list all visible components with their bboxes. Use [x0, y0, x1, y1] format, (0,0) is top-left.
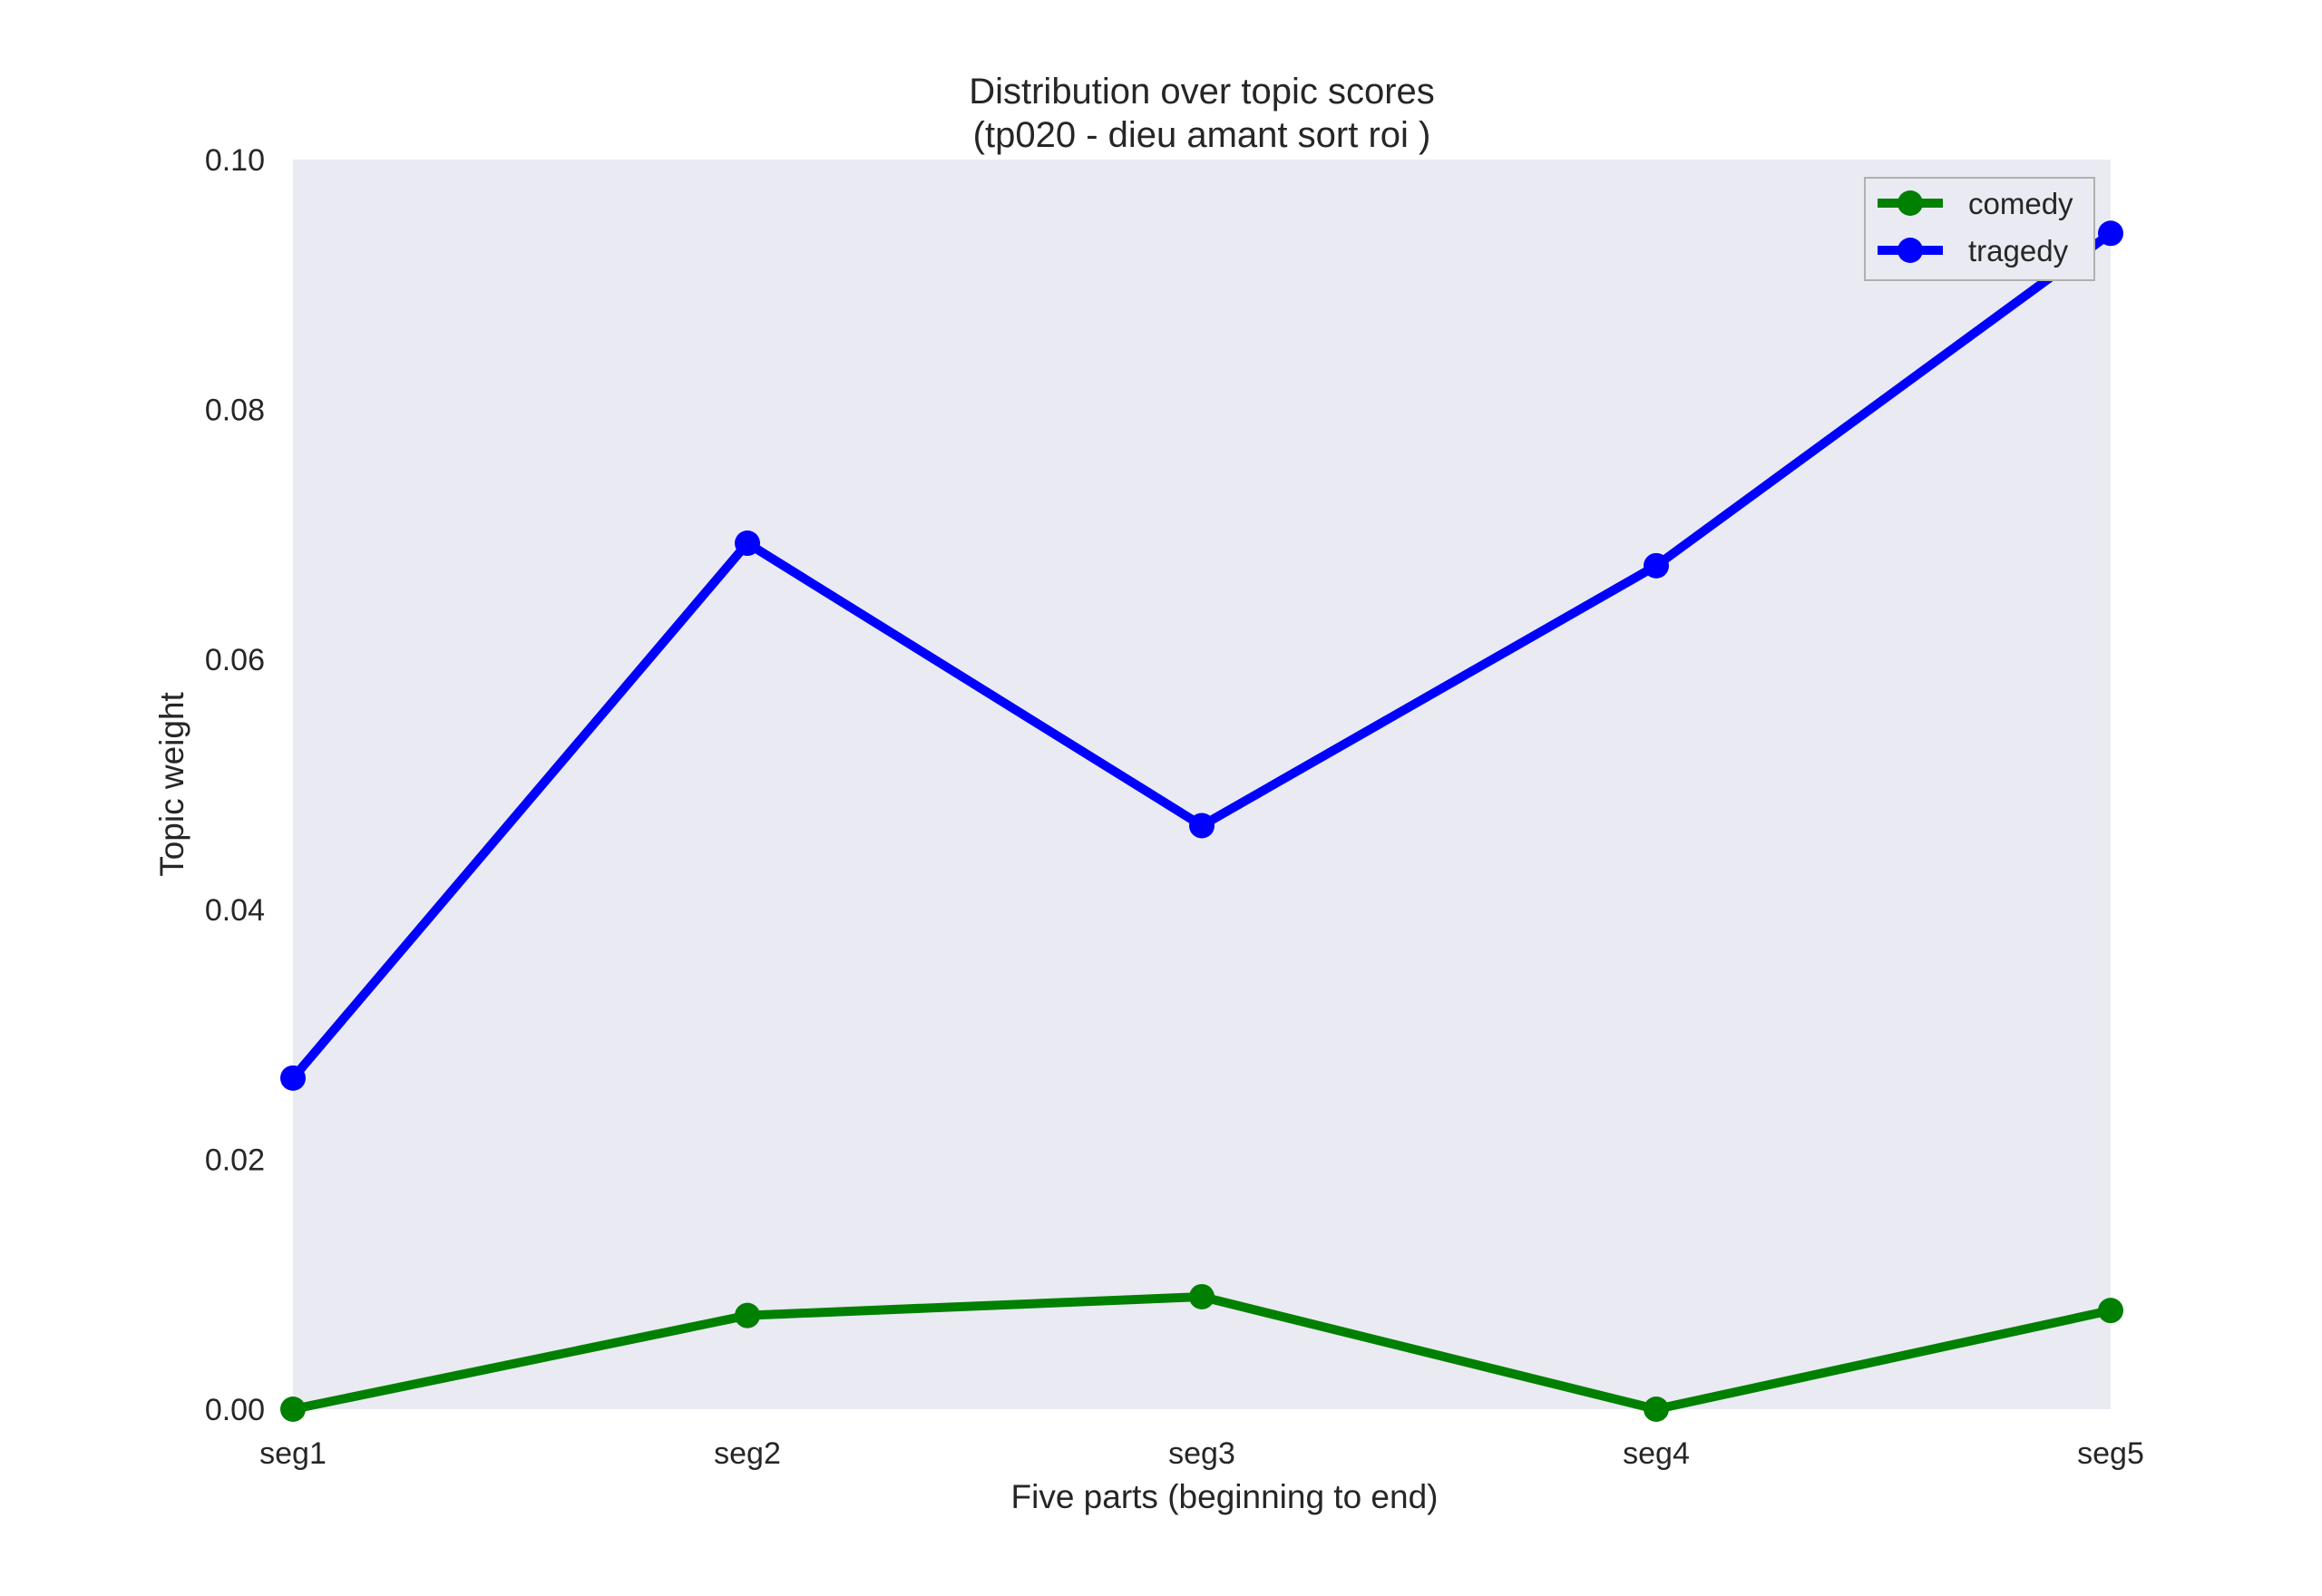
legend-marker-tragedy — [1898, 238, 1923, 263]
chart-subtitle: (tp020 - dieu amant sort roi ) — [973, 115, 1431, 155]
y-axis-label: Topic weight — [153, 691, 190, 876]
x-tick-label: seg1 — [259, 1436, 327, 1471]
plot-lines — [280, 220, 2123, 1422]
data-point-comedy — [735, 1302, 760, 1328]
y-tick-label: 0.04 — [205, 893, 265, 928]
data-point-comedy — [1644, 1396, 1669, 1422]
y-tick-label: 0.08 — [205, 394, 265, 428]
data-point-comedy — [280, 1396, 306, 1422]
x-tick-label: seg2 — [714, 1436, 781, 1471]
chart-title: Distribution over topic scores — [969, 72, 1435, 112]
data-point-comedy — [1189, 1283, 1215, 1309]
x-axis-label: Five parts (beginning to end) — [1011, 1478, 1439, 1515]
y-tick-label: 0.00 — [205, 1393, 265, 1427]
legend: comedy tragedy — [1864, 177, 2095, 281]
data-point-tragedy — [280, 1065, 306, 1091]
data-point-tragedy — [1189, 813, 1215, 839]
x-tick-label: seg5 — [2077, 1436, 2144, 1471]
y-tick-labels: 0.00 0.02 0.04 0.06 0.08 0.10 — [205, 143, 265, 1427]
legend-label-comedy: comedy — [1968, 187, 2073, 220]
data-point-tragedy — [735, 530, 760, 557]
y-tick-label: 0.10 — [205, 143, 265, 178]
x-tick-label: seg4 — [1623, 1436, 1690, 1471]
y-tick-label: 0.06 — [205, 643, 265, 677]
legend-entries: comedy tragedy — [1878, 187, 2073, 268]
y-tick-label: 0.02 — [205, 1143, 265, 1177]
data-point-comedy — [2098, 1298, 2123, 1324]
legend-label-tragedy: tragedy — [1968, 234, 2069, 268]
data-point-tragedy — [1644, 552, 1669, 579]
x-tick-labels: seg1 seg2 seg3 seg4 seg5 — [259, 1436, 2144, 1471]
legend-marker-comedy — [1898, 190, 1923, 216]
data-point-tragedy — [2098, 220, 2123, 247]
x-tick-label: seg3 — [1168, 1436, 1235, 1471]
plot-area — [293, 160, 2111, 1409]
